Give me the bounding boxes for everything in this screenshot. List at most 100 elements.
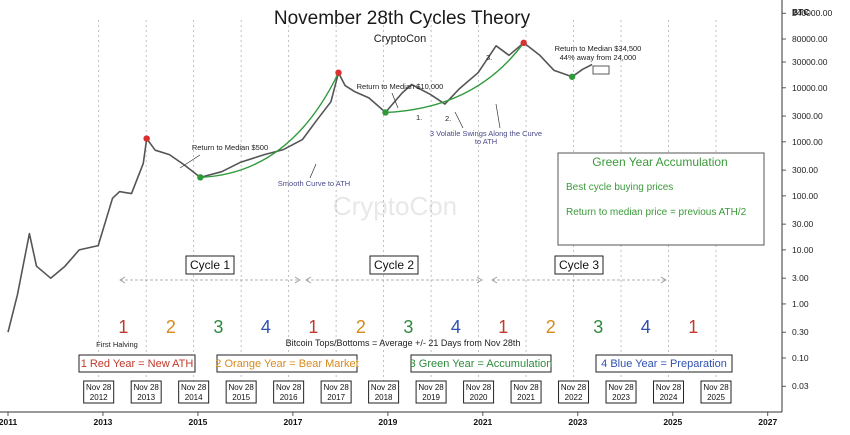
year-phase-number-12: 4 [641,317,651,337]
nov28-date-box [510,380,542,404]
nov28-date-line1: Nov 28 [276,383,302,392]
y-tick-label: 100.00 [792,191,818,201]
annotation-box [592,65,610,75]
annotation-arrow [495,103,501,129]
phase-legend-2: 2 Orange Year = Bear Market [215,358,358,370]
year-phase-number-13: 1 [688,317,698,337]
nov28-date-year: 2024 [660,393,678,402]
cycle-label-2: Cycle 2 [374,258,414,272]
nov28-date-year: 2025 [707,393,725,402]
nov28-date-line1: Nov 28 [181,383,207,392]
ath-curve-1 [200,72,340,179]
nov28-date-year: 2022 [565,393,583,402]
y-tick-label: 0.30 [792,327,809,337]
year-phase-number-4: 4 [261,317,271,337]
nov28-date-box [700,380,732,404]
nov28-date-year: 2017 [327,393,345,402]
x-tick-label: 2015 [188,417,207,427]
x-tick-label: 2027 [758,417,777,427]
cycle-bottom-marker [382,109,389,116]
swing-label-1: 1. [416,113,422,122]
cycle-label-1: Cycle 1 [190,258,230,272]
nov28-date-box [463,380,495,404]
phase-legend-3: 3 Green Year = Accumulation [410,358,553,370]
cycle-label-box [554,255,604,275]
x-tick-label: 2019 [378,417,397,427]
annotation-return-median-500: Return to Median $500 [192,143,268,152]
nov28-date-line1: Nov 28 [656,383,682,392]
nov28-date-box [368,380,400,404]
nov28-date-line1: Nov 28 [371,383,397,392]
cycle-span-arrow-left [491,276,498,284]
first-halving-label: First Halving [96,340,138,349]
y-tick-label: 30000.00 [792,57,828,67]
nov28-date-box [130,380,162,404]
ath-curve-2 [385,42,525,114]
nov28-date-box [320,380,352,404]
year-phase-number-3: 3 [213,317,223,337]
swing-label-3: 3. [486,53,492,62]
phase-legend-box [216,354,358,373]
annotation-arrow [179,154,201,169]
nov28-date-box [558,380,590,404]
swing-label-2: 2. [445,114,451,123]
phase-legend-1: 1 Red Year = New ATH [81,358,194,370]
year-phase-number-8: 4 [451,317,461,337]
x-tick-label: 2017 [283,417,302,427]
y-axis-unit: BTC [792,7,809,17]
year-phase-number-5: 1 [308,317,318,337]
cycle-span-arrow-left [119,276,126,284]
cycle-top-marker [520,39,527,47]
nov28-date-line1: Nov 28 [513,383,539,392]
x-tick-label: 2013 [94,417,113,427]
y-tick-label: 240000.00 [792,8,832,18]
btc-price-line [7,42,593,333]
nov28-date-line1: Nov 28 [466,383,492,392]
cycle-label-box [369,255,419,275]
nov28-date-box [178,380,210,404]
nov28-date-year: 2020 [470,393,488,402]
nov28-date-line1: Nov 28 [323,383,349,392]
annotation-arrow [454,111,464,129]
nov28-date-line1: Nov 28 [703,383,729,392]
x-tick-label: 2025 [663,417,682,427]
nov28-date-year: 2014 [185,393,203,402]
y-tick-label: 10000.00 [792,83,828,93]
cycle-bottom-marker [197,174,204,181]
nov28-date-year: 2021 [517,393,535,402]
info-box-title: Green Year Accumulation [592,155,727,169]
cycle-top-marker [143,135,150,142]
nov28-date-year: 2016 [280,393,298,402]
info-box-line1: Best cycle buying prices [566,182,673,193]
y-tick-label: 30.00 [792,219,814,229]
nov28-date-box [415,380,447,404]
annotation-return-median-34500: Return to Median $34,500 [555,44,642,53]
x-tick-label: 2021 [473,417,492,427]
y-tick-label: 1000.00 [792,137,823,147]
nov28-date-year: 2018 [375,393,393,402]
chart-subtitle: CryptoCon [374,33,427,45]
nov28-date-box [225,380,257,404]
year-phase-number-7: 3 [403,317,413,337]
year-phase-number-1: 1 [118,317,128,337]
year-phase-number-2: 2 [166,317,176,337]
cycle-label-box [185,255,235,275]
nov28-date-line1: Nov 28 [228,383,254,392]
nov28-date-year: 2012 [90,393,108,402]
cycle-bottom-marker [568,73,576,80]
cycle-span-arrow-right [476,276,483,284]
year-phase-number-6: 2 [356,317,366,337]
year-phase-number-9: 1 [498,317,508,337]
y-tick-label: 0.03 [792,381,809,391]
phase-legend-box [595,354,733,373]
annotation-44-percent-away: 44% away from 24,000 [560,53,637,62]
nov28-date-year: 2013 [137,393,155,402]
y-tick-label: 3.00 [792,273,809,283]
nov28-date-year: 2019 [422,393,440,402]
phase-legend-box [410,354,552,373]
year-phase-number-11: 3 [593,317,603,337]
cycle-span-arrow-right [294,276,301,284]
nov28-date-line1: Nov 28 [561,383,587,392]
